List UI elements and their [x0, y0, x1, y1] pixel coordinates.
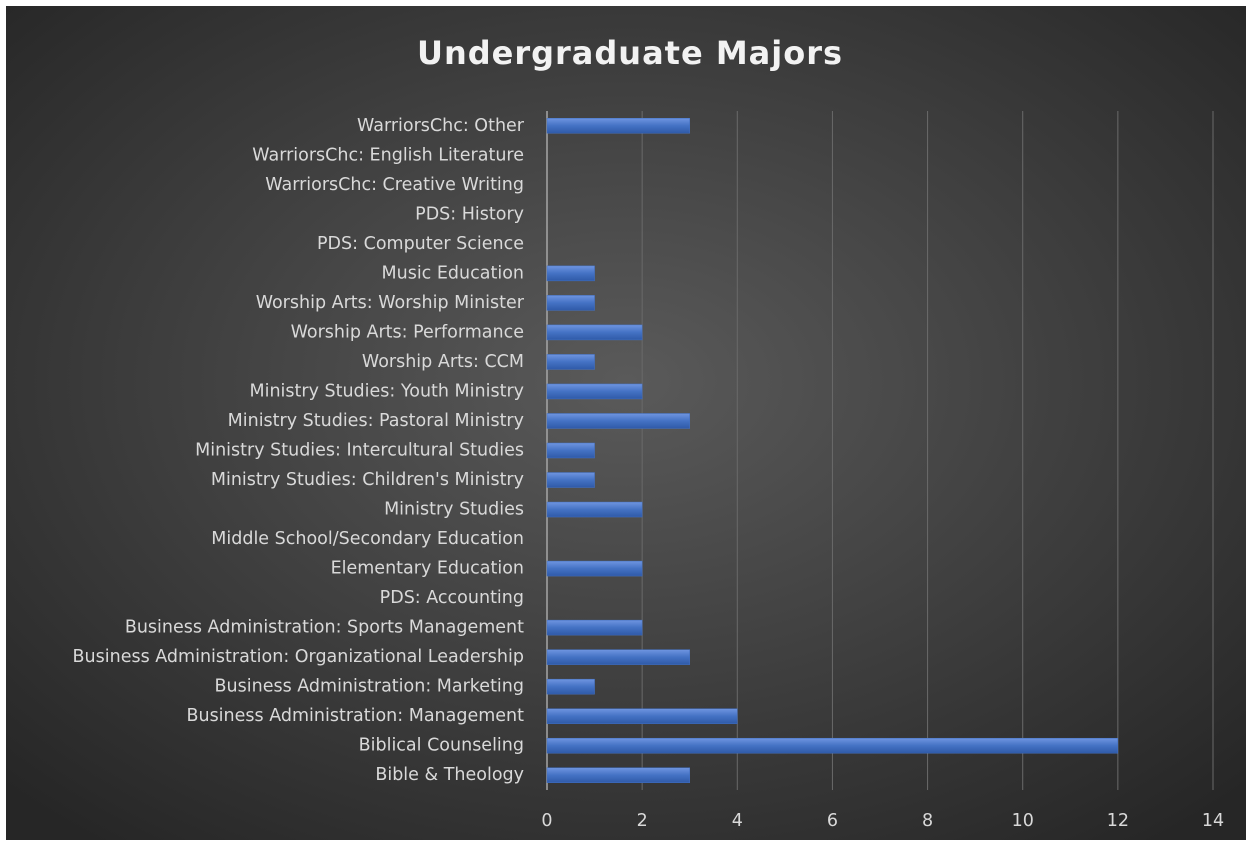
- y-tick-label: PDS: Accounting: [380, 588, 524, 608]
- y-tick-label: Ministry Studies: [384, 500, 524, 520]
- y-tick-label: Worship Arts: Worship Minister: [256, 293, 525, 313]
- y-tick-label: WarriorsChc: Other: [357, 116, 525, 136]
- x-tick-label: 10: [1012, 811, 1034, 831]
- bar: [546, 265, 595, 282]
- y-tick-label: Bible & Theology: [375, 765, 524, 785]
- y-tick-label: Worship Arts: Performance: [291, 322, 524, 342]
- x-tick-label: 2: [637, 811, 648, 831]
- y-tick-label: Worship Arts: CCM: [362, 352, 524, 372]
- y-tick-label: WarriorsChc: English Literature: [252, 145, 524, 165]
- bar: [546, 413, 690, 429]
- y-tick-label: Business Administration: Marketing: [215, 677, 524, 697]
- bar: [546, 324, 643, 341]
- bar: [546, 383, 643, 400]
- x-tick-label: 6: [827, 811, 838, 831]
- bar: [546, 442, 595, 459]
- y-tick-label: Music Education: [382, 263, 524, 283]
- bar: [546, 678, 595, 695]
- y-tick-label: WarriorsChc: Creative Writing: [265, 175, 524, 195]
- bar: [546, 560, 643, 577]
- x-tick-label: 14: [1202, 811, 1224, 831]
- y-tick-label: Biblical Counseling: [359, 736, 524, 756]
- bar: [546, 295, 595, 311]
- bar: [546, 354, 595, 370]
- bar: [546, 767, 690, 783]
- chart-title: Undergraduate Majors: [417, 34, 843, 72]
- x-tick-label: 12: [1107, 811, 1129, 831]
- bar: [546, 708, 738, 724]
- bar: [546, 118, 690, 134]
- bar: [546, 649, 690, 665]
- x-tick-label: 0: [541, 811, 552, 831]
- x-tick-label: 4: [732, 811, 743, 831]
- y-tick-label: Business Administration: Sports Manageme…: [125, 618, 524, 638]
- x-tick-label: 8: [922, 811, 933, 831]
- y-tick-label: PDS: History: [415, 204, 524, 224]
- y-tick-label: Ministry Studies: Intercultural Studies: [195, 441, 524, 461]
- y-tick-label: Ministry Studies: Pastoral Ministry: [228, 411, 524, 431]
- y-tick-label: PDS: Computer Science: [317, 234, 524, 254]
- bar: [546, 501, 643, 518]
- bar: [546, 619, 643, 636]
- y-tick-label: Business Administration: Management: [186, 706, 524, 726]
- y-tick-label: Middle School/Secondary Education: [211, 529, 524, 549]
- y-tick-label: Ministry Studies: Children's Ministry: [211, 470, 524, 490]
- bar: [546, 472, 595, 488]
- y-tick-label: Elementary Education: [331, 559, 524, 579]
- y-tick-label: Ministry Studies: Youth Ministry: [249, 381, 524, 401]
- y-tick-label: Business Administration: Organizational …: [73, 647, 524, 667]
- bar: [546, 737, 1119, 754]
